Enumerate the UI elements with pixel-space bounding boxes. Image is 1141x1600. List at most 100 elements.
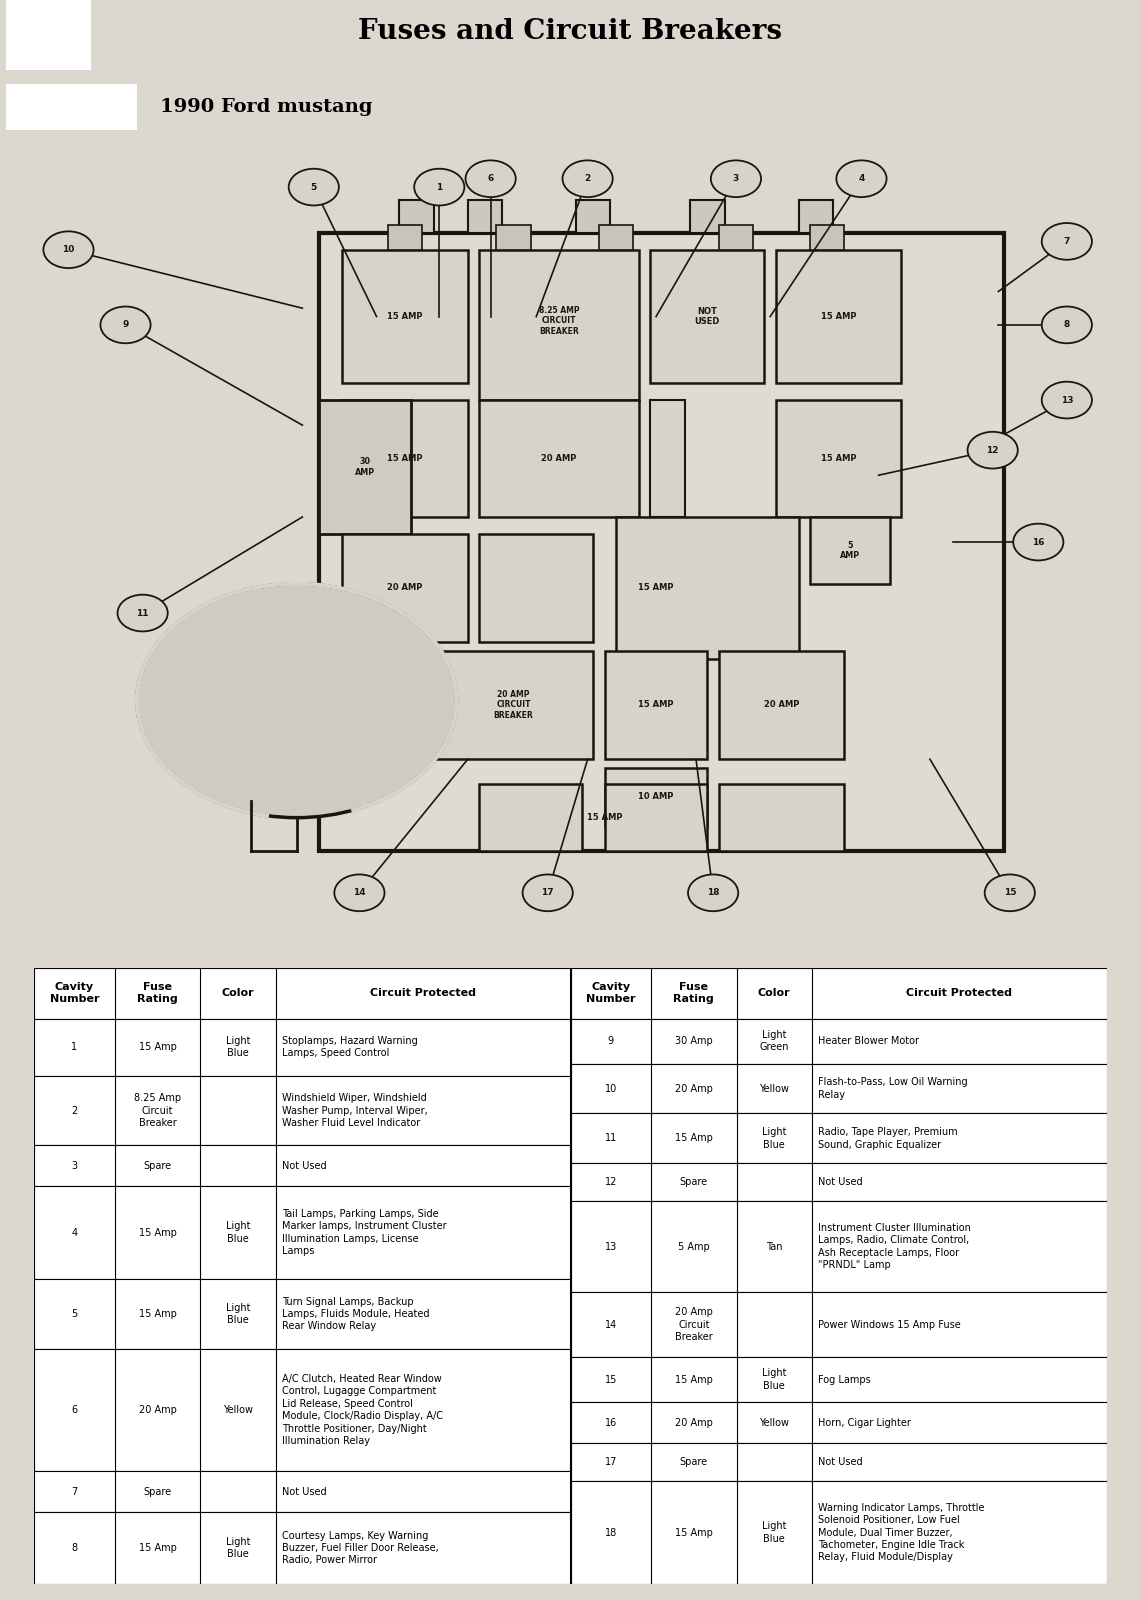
Bar — [719, 784, 844, 851]
Text: 17: 17 — [605, 1458, 617, 1467]
Bar — [6, 0, 91, 70]
Circle shape — [1042, 307, 1092, 344]
Text: 9: 9 — [122, 320, 129, 330]
Text: Fuse
Rating: Fuse Rating — [137, 982, 178, 1005]
Bar — [479, 784, 582, 851]
Text: Warning Indicator Lamps, Throttle
Solenoid Positioner, Low Fuel
Module, Dual Tim: Warning Indicator Lamps, Throttle Soleno… — [818, 1502, 985, 1562]
Circle shape — [43, 232, 94, 269]
Text: Yellow: Yellow — [759, 1083, 790, 1093]
Text: 18: 18 — [707, 888, 719, 898]
Text: Tan: Tan — [766, 1242, 783, 1251]
Text: 5: 5 — [72, 1309, 78, 1318]
Text: 20 AMP: 20 AMP — [763, 701, 800, 709]
Circle shape — [334, 875, 385, 912]
Bar — [719, 224, 753, 250]
Text: 14: 14 — [353, 888, 366, 898]
Bar — [34, 1146, 570, 1186]
Text: 15: 15 — [1004, 888, 1015, 898]
Text: Not Used: Not Used — [818, 1458, 863, 1467]
Text: Courtesy Lamps, Key Warning
Buzzer, Fuel Filler Door Release,
Radio, Power Mirro: Courtesy Lamps, Key Warning Buzzer, Fuel… — [282, 1531, 439, 1565]
Bar — [570, 1202, 1107, 1293]
Bar — [810, 224, 844, 250]
Bar — [34, 1512, 570, 1584]
Text: 10 AMP: 10 AMP — [638, 792, 674, 802]
Text: Not Used: Not Used — [282, 1486, 326, 1496]
Text: 15 Amp: 15 Amp — [675, 1133, 713, 1144]
Circle shape — [1042, 222, 1092, 259]
Circle shape — [688, 875, 738, 912]
Text: 20 AMP: 20 AMP — [387, 584, 423, 592]
Text: 9: 9 — [608, 1037, 614, 1046]
Circle shape — [414, 168, 464, 205]
Circle shape — [968, 432, 1018, 469]
Circle shape — [289, 168, 339, 205]
Text: 2: 2 — [584, 174, 591, 184]
Text: 17: 17 — [541, 888, 555, 898]
Text: Cavity
Number: Cavity Number — [586, 982, 636, 1005]
Text: 7: 7 — [72, 1486, 78, 1496]
Text: 10: 10 — [605, 1083, 617, 1093]
Bar — [799, 200, 833, 234]
Text: 13: 13 — [605, 1242, 617, 1251]
Text: Flash-to-Pass, Low Oil Warning
Relay: Flash-to-Pass, Low Oil Warning Relay — [818, 1077, 968, 1099]
Bar — [319, 400, 411, 534]
Bar — [650, 400, 685, 517]
Text: Horn, Cigar Lighter: Horn, Cigar Lighter — [818, 1418, 912, 1427]
Circle shape — [563, 160, 613, 197]
Text: Instrument Cluster Illumination
Lamps, Radio, Climate Control,
Ash Receptacle La: Instrument Cluster Illumination Lamps, R… — [818, 1222, 971, 1270]
Bar — [468, 200, 502, 234]
Circle shape — [836, 160, 887, 197]
Bar — [570, 1064, 1107, 1114]
Circle shape — [1042, 382, 1092, 419]
Bar — [34, 1280, 570, 1349]
Text: 16: 16 — [605, 1418, 617, 1427]
Text: 15 Amp: 15 Amp — [675, 1374, 713, 1384]
Text: 15 AMP: 15 AMP — [586, 813, 623, 822]
Text: 6: 6 — [72, 1405, 78, 1414]
Text: Turn Signal Lamps, Backup
Lamps, Fluids Module, Heated
Rear Window Relay: Turn Signal Lamps, Backup Lamps, Fluids … — [282, 1296, 429, 1331]
Text: 8.25 Amp
Circuit
Breaker: 8.25 Amp Circuit Breaker — [133, 1093, 181, 1128]
Text: 15 AMP: 15 AMP — [820, 312, 857, 322]
Bar — [34, 1077, 570, 1146]
Bar — [34, 1349, 570, 1472]
Text: Light
Blue: Light Blue — [226, 1302, 250, 1325]
Text: 30
AMP: 30 AMP — [355, 458, 375, 477]
Text: Windshield Wiper, Windshield
Washer Pump, Interval Wiper,
Washer Fluid Level Ind: Windshield Wiper, Windshield Washer Pump… — [282, 1093, 428, 1128]
Text: 5 Amp: 5 Amp — [678, 1242, 710, 1251]
Bar — [34, 1019, 570, 1077]
Bar — [342, 250, 468, 384]
Text: 20 AMP
CIRCUIT
BREAKER: 20 AMP CIRCUIT BREAKER — [494, 690, 533, 720]
Text: 15 AMP: 15 AMP — [387, 454, 423, 462]
Text: 15 Amp: 15 Amp — [139, 1227, 177, 1238]
Text: 10: 10 — [63, 245, 74, 254]
Text: 11: 11 — [605, 1133, 617, 1144]
Text: 1990 Ford mustang: 1990 Ford mustang — [160, 98, 372, 117]
Text: Fuses and Circuit Breakers: Fuses and Circuit Breakers — [358, 18, 783, 45]
Bar — [570, 968, 1107, 1019]
Text: 13: 13 — [1061, 395, 1073, 405]
Text: 12: 12 — [605, 1178, 617, 1187]
Text: 20 Amp: 20 Amp — [675, 1418, 713, 1427]
Text: Tail Lamps, Parking Lamps, Side
Marker lamps, Instrument Cluster
Illumination La: Tail Lamps, Parking Lamps, Side Marker l… — [282, 1210, 446, 1256]
Bar — [399, 200, 434, 234]
Text: 8: 8 — [72, 1542, 78, 1554]
Text: A/C Clutch, Heated Rear Window
Control, Lugagge Compartment
Lid Release, Speed C: A/C Clutch, Heated Rear Window Control, … — [282, 1374, 443, 1446]
Text: 6: 6 — [487, 174, 494, 184]
Text: 15 AMP: 15 AMP — [820, 454, 857, 462]
Text: Cavity
Number: Cavity Number — [50, 982, 99, 1005]
Bar — [6, 85, 137, 130]
Text: Circuit Protected: Circuit Protected — [370, 989, 476, 998]
Text: Radio, Tape Player, Premium
Sound, Graphic Equalizer: Radio, Tape Player, Premium Sound, Graph… — [818, 1126, 958, 1149]
Text: Spare: Spare — [144, 1162, 171, 1171]
Text: 15: 15 — [605, 1374, 617, 1384]
Text: Fuse
Rating: Fuse Rating — [673, 982, 714, 1005]
Text: Light
Blue: Light Blue — [762, 1368, 786, 1390]
Bar — [570, 1163, 1107, 1202]
Text: Light
Blue: Light Blue — [226, 1221, 250, 1243]
Text: 15 Amp: 15 Amp — [139, 1309, 177, 1318]
Text: 1: 1 — [72, 1042, 78, 1053]
Bar — [570, 1114, 1107, 1163]
Bar — [479, 534, 593, 642]
Text: 7: 7 — [1063, 237, 1070, 246]
Bar — [570, 1482, 1107, 1584]
